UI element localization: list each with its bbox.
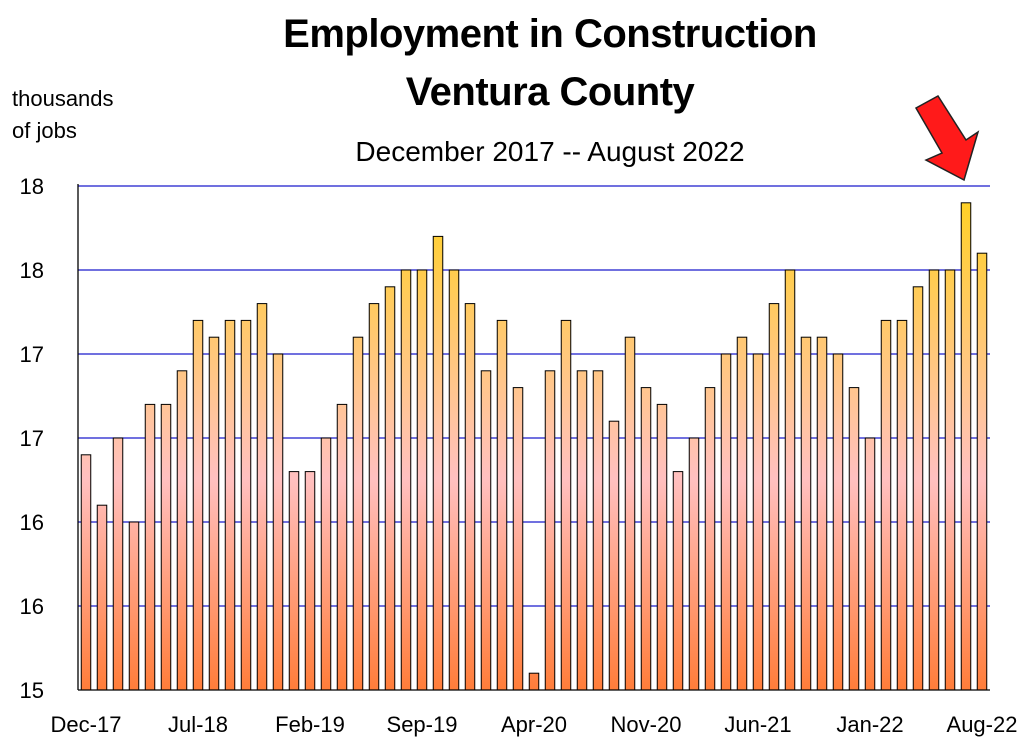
bar: [480, 370, 492, 691]
bar: [352, 336, 364, 691]
bar: [160, 403, 172, 691]
bar: [496, 319, 508, 691]
chart-subtitle: December 2017 -- August 2022: [355, 136, 745, 167]
bar: [624, 336, 636, 691]
bar: [176, 370, 188, 691]
bar: [304, 471, 316, 691]
bar: [560, 319, 572, 691]
bar: [608, 420, 620, 691]
bar: [192, 319, 204, 691]
chart-title-line-2: Ventura County: [405, 70, 695, 114]
bar: [928, 269, 940, 691]
bar: [960, 202, 972, 691]
bar: [208, 336, 220, 691]
bar: [720, 353, 732, 691]
bar: [528, 672, 540, 691]
bar: [896, 319, 908, 691]
x-tick-label: Jul-18: [168, 712, 228, 737]
bar: [464, 303, 476, 691]
y-axis-label-line-2: of jobs: [12, 118, 77, 143]
y-tick-label: 17: [20, 342, 44, 367]
x-tick-label: Sep-19: [387, 712, 458, 737]
x-tick-label: Jan-22: [836, 712, 903, 737]
red-arrow-icon: [914, 95, 980, 182]
bar: [768, 303, 780, 691]
bar: [752, 353, 764, 691]
bar: [912, 286, 924, 691]
bar: [848, 387, 860, 691]
bar: [880, 319, 892, 691]
y-tick-label: 16: [20, 510, 44, 535]
y-tick-label: 17: [20, 426, 44, 451]
bar: [640, 387, 652, 691]
bar: [816, 336, 828, 691]
chart-title-line-1: Employment in Construction: [283, 12, 817, 56]
y-tick-label: 16: [20, 594, 44, 619]
bar: [784, 269, 796, 691]
bar: [96, 504, 108, 691]
bar: [224, 319, 236, 691]
x-tick-label: Apr-20: [501, 712, 567, 737]
y-tick-label: 15: [20, 678, 44, 703]
bar: [944, 269, 956, 691]
bar: [832, 353, 844, 691]
bar: [512, 387, 524, 691]
y-tick-label: 18: [20, 258, 44, 283]
bar: [576, 370, 588, 691]
bar: [288, 471, 300, 691]
bar: [416, 269, 428, 691]
bar: [384, 286, 396, 691]
x-tick-label: Nov-20: [611, 712, 682, 737]
bar: [112, 437, 124, 691]
bar: [368, 303, 380, 691]
bar: [544, 370, 556, 691]
x-tick-label: Feb-19: [275, 712, 345, 737]
bar: [800, 336, 812, 691]
bar: [976, 252, 988, 691]
bar: [432, 235, 444, 691]
bar: [144, 403, 156, 691]
bar: [672, 471, 684, 691]
x-tick-label: Aug-22: [947, 712, 1018, 737]
bar: [688, 437, 700, 691]
bar: [448, 269, 460, 691]
bar: [592, 370, 604, 691]
bar: [656, 403, 668, 691]
x-tick-label: Jun-21: [724, 712, 791, 737]
bar: [320, 437, 332, 691]
bar: [400, 269, 412, 691]
bar: [240, 319, 252, 691]
bar: [256, 303, 268, 691]
y-tick-label: 18: [20, 174, 44, 199]
bar: [336, 403, 348, 691]
y-axis-label-line-1: thousands: [12, 86, 114, 111]
bar: [704, 387, 716, 691]
bar: [864, 437, 876, 691]
x-tick-label: Dec-17: [51, 712, 122, 737]
bar: [736, 336, 748, 691]
bar: [128, 521, 140, 691]
bar: [80, 454, 92, 691]
bar: [272, 353, 284, 691]
